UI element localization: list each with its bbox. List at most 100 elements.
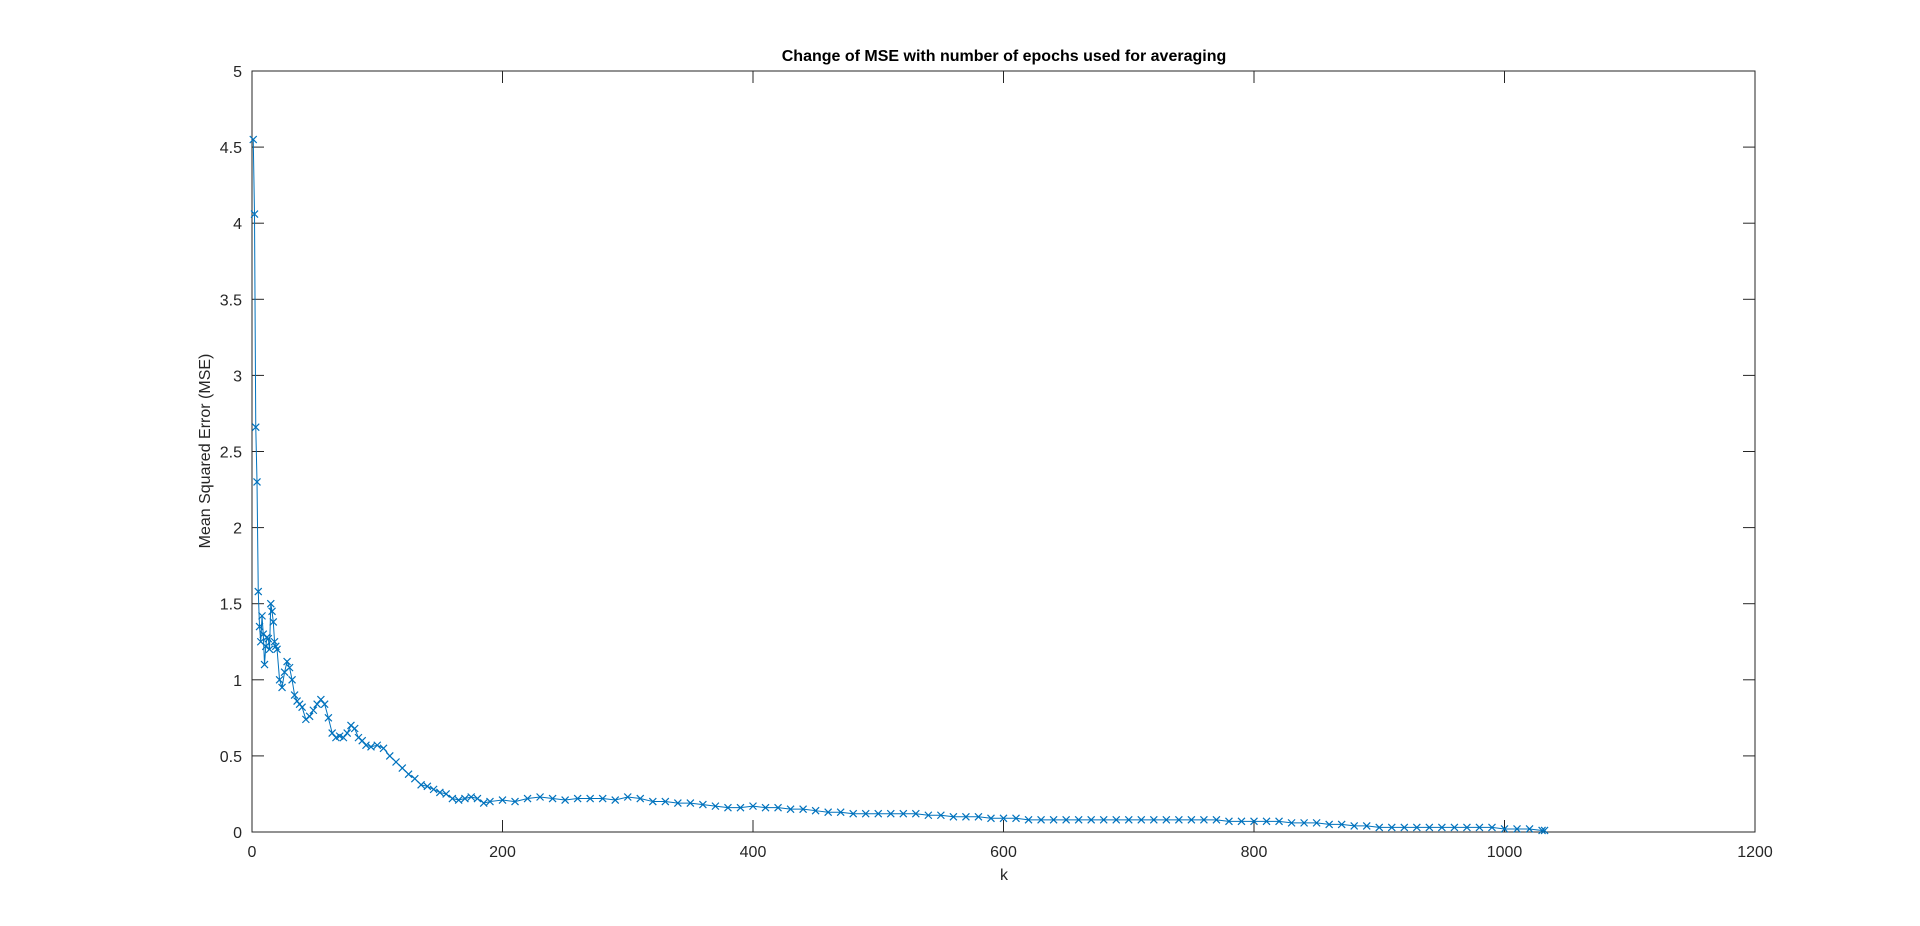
data-point — [849, 809, 858, 818]
data-point — [260, 660, 269, 669]
data-point — [486, 797, 494, 806]
data-point — [548, 794, 557, 803]
data-point — [268, 607, 276, 616]
data-point — [1463, 823, 1471, 832]
data-point — [283, 657, 291, 666]
data-point — [1337, 820, 1346, 829]
data-point — [343, 729, 352, 737]
data-point — [611, 796, 620, 804]
data-point — [573, 794, 582, 803]
data-point — [661, 797, 670, 806]
y-tick-label: 1 — [233, 673, 242, 690]
data-point — [561, 796, 570, 804]
data-point — [1049, 815, 1058, 824]
data-point — [255, 622, 264, 631]
y-tick-label: 4.5 — [220, 140, 242, 157]
data-point — [974, 812, 983, 821]
data-point — [251, 423, 260, 432]
data-point — [298, 703, 307, 712]
data-point — [250, 210, 259, 218]
data-point — [1400, 823, 1409, 832]
data-point — [467, 793, 476, 801]
data-point — [899, 809, 908, 818]
data-point — [305, 712, 314, 721]
plot-frame — [251, 70, 1756, 833]
data-point — [1475, 823, 1484, 832]
data-point — [811, 806, 820, 815]
data-point — [1250, 817, 1258, 826]
y-tick-label: 0.5 — [220, 749, 242, 766]
data-point — [269, 618, 278, 626]
data-point — [936, 811, 945, 820]
data-point — [636, 794, 645, 803]
data-point — [1187, 815, 1196, 824]
data-point — [448, 794, 457, 803]
data-point — [1488, 823, 1496, 832]
data-point — [442, 790, 451, 798]
x-tick-label: 0 — [248, 844, 257, 861]
x-tick-label: 1200 — [1737, 844, 1773, 861]
data-point — [536, 793, 544, 801]
data-point — [404, 770, 413, 779]
data-point — [836, 808, 845, 817]
data-point — [1024, 815, 1033, 824]
series-line — [252, 139, 1545, 831]
data-point — [1525, 825, 1534, 833]
x-axis-label: k — [1000, 867, 1009, 884]
data-point — [435, 788, 444, 797]
data-point — [367, 742, 375, 751]
y-tick-label: 2.5 — [220, 445, 242, 462]
data-point — [523, 794, 532, 803]
data-point — [1225, 817, 1233, 826]
data-point — [786, 805, 795, 814]
data-point — [385, 751, 394, 760]
data-point — [1540, 826, 1549, 835]
data-point — [586, 794, 595, 803]
data-point — [1262, 817, 1271, 826]
data-point — [623, 793, 632, 801]
data-point — [1137, 815, 1146, 824]
data-point — [288, 675, 297, 684]
data-point — [1412, 823, 1421, 832]
data-point — [1275, 817, 1283, 826]
data-point — [309, 706, 318, 715]
data-point — [266, 599, 275, 608]
y-tick-label: 3.5 — [220, 292, 242, 309]
plot-area — [251, 70, 1756, 833]
y-axis-label: Mean Squared Error (MSE) — [197, 354, 214, 549]
data-point — [258, 611, 266, 620]
y-tick-label: 3 — [233, 368, 242, 385]
data-point — [265, 645, 274, 654]
data-point — [1287, 818, 1296, 827]
data-point — [861, 809, 870, 818]
data-point — [278, 683, 286, 692]
x-tick-label: 200 — [489, 844, 516, 861]
y-tick-label: 5 — [233, 64, 242, 81]
data-point — [479, 799, 488, 808]
data-point — [824, 808, 833, 817]
data-point — [949, 812, 958, 821]
data-point — [473, 794, 482, 803]
data-point — [698, 800, 707, 809]
data-point — [511, 797, 519, 806]
data-point — [1362, 821, 1371, 830]
data-point — [1124, 815, 1133, 824]
data-point — [799, 805, 808, 814]
data-point — [1062, 815, 1071, 824]
data-point — [711, 802, 720, 811]
data-point — [1099, 815, 1108, 824]
data-point — [454, 796, 463, 804]
data-point — [686, 799, 695, 808]
data-point — [1375, 823, 1384, 832]
y-tick-label: 1.5 — [220, 597, 242, 614]
data-point — [1212, 815, 1221, 824]
data-point — [273, 645, 281, 654]
data-point — [253, 478, 261, 486]
x-tick-label: 800 — [1241, 844, 1268, 861]
data-point — [320, 700, 329, 709]
data-point — [1425, 823, 1434, 832]
data-point — [874, 809, 883, 818]
data-point — [761, 803, 770, 812]
